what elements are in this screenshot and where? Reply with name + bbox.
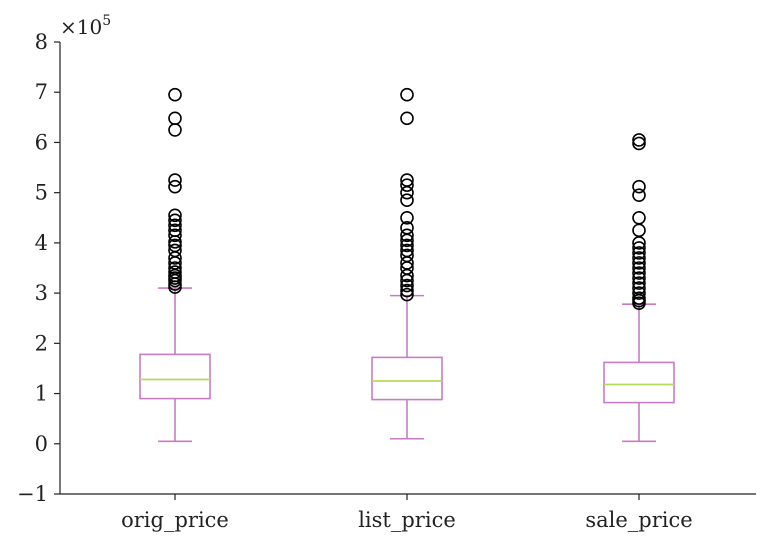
outlier-point [168, 123, 182, 137]
y-scale-label: ×105 [60, 13, 111, 39]
y-tick-label: 4 [35, 231, 48, 255]
outlier-point [400, 111, 414, 126]
outlier-point [400, 238, 414, 253]
outlier-point [168, 87, 182, 102]
outlier-point [400, 193, 414, 207]
y-scale-base: ×10 [60, 15, 102, 39]
x-tick-label: list_price [358, 508, 456, 532]
outlier-point [400, 228, 414, 243]
y-axis: −1 0 1 2 3 4 5 6 7 8 [17, 30, 61, 506]
outlier-point [632, 210, 646, 225]
outlier-point [632, 266, 646, 280]
x-tick-label: sale_price [585, 508, 692, 532]
outlier-point [400, 221, 414, 235]
y-tick-label: −1 [17, 482, 48, 506]
outlier-point [400, 283, 414, 298]
outlier-point [168, 208, 182, 223]
y-tick-label: 1 [35, 382, 48, 406]
outlier-point [400, 248, 414, 263]
y-tick-label: 6 [35, 130, 48, 154]
y-scale-exponent: 5 [102, 13, 111, 29]
outlier-point [632, 261, 646, 275]
outlier-point [400, 178, 414, 192]
outlier-point [632, 281, 646, 295]
y-tick-label: 5 [35, 181, 48, 205]
x-axis: orig_price list_price sale_price [60, 493, 756, 532]
outlier-point [400, 243, 414, 258]
outlier-point [632, 271, 646, 285]
outlier-point [632, 291, 646, 305]
outlier-point [632, 179, 646, 194]
y-tick-label: 8 [35, 30, 48, 54]
outlier-point [632, 256, 646, 270]
outlier-point [632, 286, 646, 300]
box-group-sale_price [603, 133, 675, 443]
box-group-orig_price [139, 87, 211, 443]
outlier-point [632, 223, 646, 238]
outlier-point [168, 265, 182, 279]
outlier-point [632, 188, 646, 202]
outlier-point [632, 133, 646, 147]
outlier-point [632, 251, 646, 265]
outlier-point [400, 173, 414, 187]
outlier-point [168, 173, 182, 187]
outlier-point [168, 213, 182, 228]
y-tick-label: 3 [35, 281, 48, 305]
outlier-point [168, 223, 182, 238]
outlier-point [168, 111, 182, 126]
box-iqr [139, 353, 211, 400]
y-tick-label: 7 [35, 80, 48, 104]
y-tick-label: 2 [35, 331, 48, 355]
outlier-point [632, 241, 646, 255]
box-group-list_price [371, 87, 443, 440]
outlier-point [168, 218, 182, 233]
outlier-point [168, 228, 182, 243]
outlier-point [168, 243, 182, 258]
outlier-point [632, 246, 646, 260]
outlier-point [168, 238, 182, 253]
outlier-point [168, 261, 182, 275]
outlier-point [400, 210, 414, 225]
box-iqr [371, 356, 443, 401]
outlier-point [400, 287, 414, 302]
plot-area [139, 87, 675, 443]
outlier-point [400, 87, 414, 102]
y-tick-label: 0 [35, 432, 48, 456]
box-iqr [603, 361, 675, 404]
x-tick-label: orig_price [121, 508, 229, 532]
outlier-point [632, 136, 646, 151]
outlier-point [400, 278, 414, 293]
outlier-point [168, 179, 182, 194]
outlier-point [632, 276, 646, 290]
